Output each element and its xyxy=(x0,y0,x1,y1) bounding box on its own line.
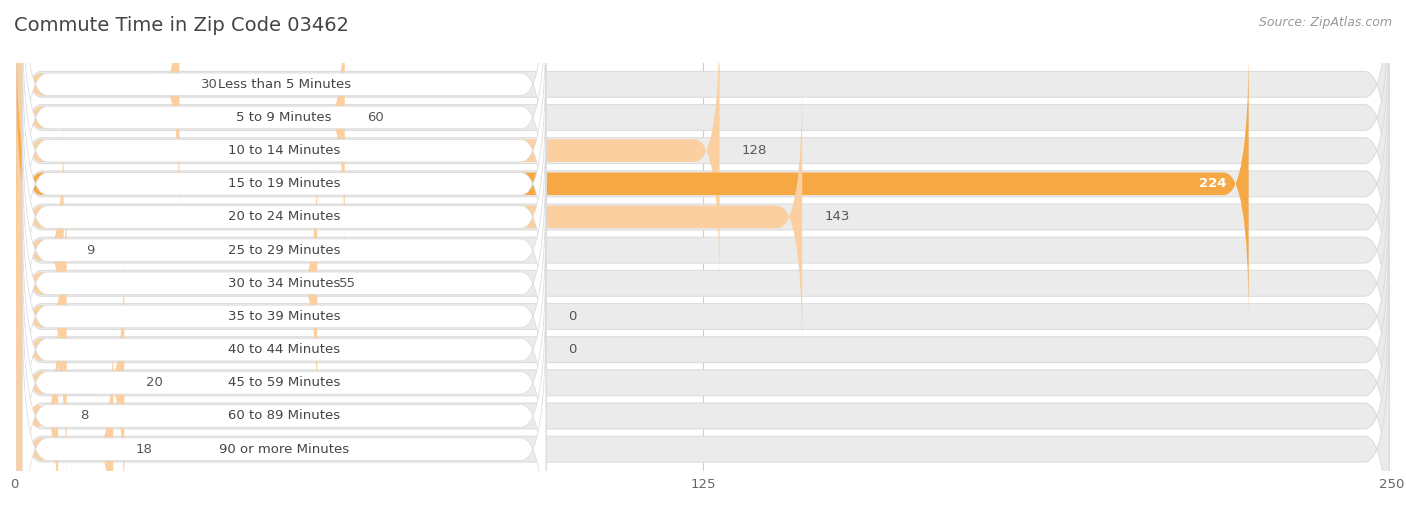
FancyBboxPatch shape xyxy=(17,294,58,523)
FancyBboxPatch shape xyxy=(17,213,1389,486)
FancyBboxPatch shape xyxy=(22,245,546,521)
Text: 35 to 39 Minutes: 35 to 39 Minutes xyxy=(228,310,340,323)
FancyBboxPatch shape xyxy=(22,212,546,487)
FancyBboxPatch shape xyxy=(17,0,1389,221)
FancyBboxPatch shape xyxy=(17,245,124,521)
Text: 143: 143 xyxy=(824,210,849,223)
Text: 60: 60 xyxy=(367,111,384,124)
Text: 60 to 89 Minutes: 60 to 89 Minutes xyxy=(228,410,340,423)
Text: 8: 8 xyxy=(80,410,89,423)
FancyBboxPatch shape xyxy=(17,112,63,388)
FancyBboxPatch shape xyxy=(22,0,546,255)
Text: 20 to 24 Minutes: 20 to 24 Minutes xyxy=(228,210,340,223)
FancyBboxPatch shape xyxy=(17,311,114,523)
FancyBboxPatch shape xyxy=(17,313,1389,523)
FancyBboxPatch shape xyxy=(17,14,1389,287)
FancyBboxPatch shape xyxy=(17,147,1389,419)
FancyBboxPatch shape xyxy=(22,112,546,388)
FancyBboxPatch shape xyxy=(17,79,803,355)
Text: 90 or more Minutes: 90 or more Minutes xyxy=(219,442,349,456)
Text: Source: ZipAtlas.com: Source: ZipAtlas.com xyxy=(1258,16,1392,29)
FancyBboxPatch shape xyxy=(22,79,546,355)
FancyBboxPatch shape xyxy=(17,178,66,454)
FancyBboxPatch shape xyxy=(17,46,1249,322)
FancyBboxPatch shape xyxy=(17,0,344,255)
FancyBboxPatch shape xyxy=(17,0,180,222)
FancyBboxPatch shape xyxy=(17,246,1389,519)
Text: 5 to 9 Minutes: 5 to 9 Minutes xyxy=(236,111,332,124)
Text: 55: 55 xyxy=(339,277,356,290)
Text: 30 to 34 Minutes: 30 to 34 Minutes xyxy=(228,277,340,290)
FancyBboxPatch shape xyxy=(22,278,546,523)
Text: 40 to 44 Minutes: 40 to 44 Minutes xyxy=(228,343,340,356)
FancyBboxPatch shape xyxy=(17,212,66,487)
Text: 128: 128 xyxy=(741,144,766,157)
Text: 10 to 14 Minutes: 10 to 14 Minutes xyxy=(228,144,340,157)
FancyBboxPatch shape xyxy=(17,81,1389,354)
FancyBboxPatch shape xyxy=(22,311,546,523)
FancyBboxPatch shape xyxy=(17,0,1389,254)
FancyBboxPatch shape xyxy=(22,46,546,322)
Text: 9: 9 xyxy=(86,244,94,257)
FancyBboxPatch shape xyxy=(17,48,1389,320)
FancyBboxPatch shape xyxy=(17,180,1389,453)
FancyBboxPatch shape xyxy=(17,13,720,289)
FancyBboxPatch shape xyxy=(17,114,1389,386)
Text: 0: 0 xyxy=(568,310,576,323)
Text: 20: 20 xyxy=(146,377,163,389)
Text: Less than 5 Minutes: Less than 5 Minutes xyxy=(218,78,350,91)
Text: 45 to 59 Minutes: 45 to 59 Minutes xyxy=(228,377,340,389)
Text: 15 to 19 Minutes: 15 to 19 Minutes xyxy=(228,177,340,190)
FancyBboxPatch shape xyxy=(17,280,1389,523)
FancyBboxPatch shape xyxy=(17,145,318,422)
Text: 0: 0 xyxy=(568,343,576,356)
Text: 30: 30 xyxy=(201,78,218,91)
FancyBboxPatch shape xyxy=(22,145,546,422)
Text: 224: 224 xyxy=(1199,177,1226,190)
Text: Commute Time in Zip Code 03462: Commute Time in Zip Code 03462 xyxy=(14,16,349,35)
FancyBboxPatch shape xyxy=(22,0,546,222)
FancyBboxPatch shape xyxy=(22,13,546,289)
FancyBboxPatch shape xyxy=(22,178,546,454)
Text: 25 to 29 Minutes: 25 to 29 Minutes xyxy=(228,244,340,257)
Text: 18: 18 xyxy=(135,442,152,456)
